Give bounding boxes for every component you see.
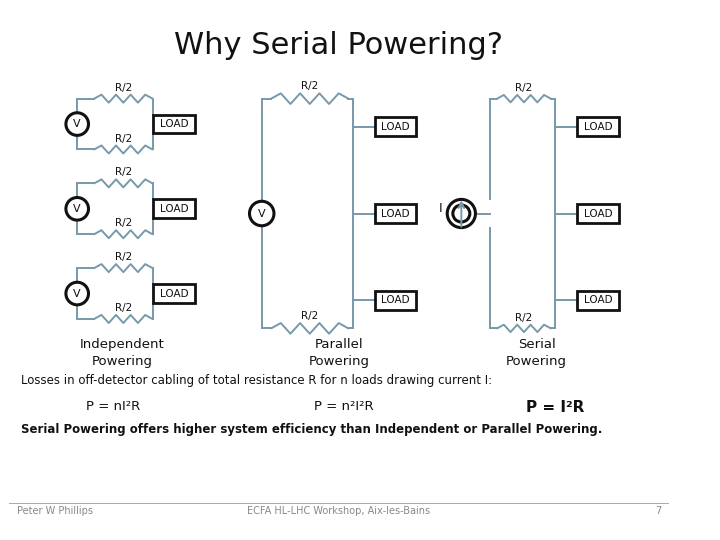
Bar (153, 284, 195, 303)
Text: LOAD: LOAD (160, 204, 189, 214)
Text: LOAD: LOAD (381, 208, 410, 219)
Text: R/2: R/2 (114, 252, 132, 262)
Text: V: V (73, 204, 81, 214)
Text: LOAD: LOAD (381, 122, 410, 132)
Bar (153, 114, 195, 133)
Text: R/2: R/2 (516, 313, 533, 323)
Bar (577, 118, 618, 136)
Bar (577, 291, 618, 309)
Text: LOAD: LOAD (583, 122, 612, 132)
Text: R/2: R/2 (516, 83, 533, 93)
Text: R/2: R/2 (114, 83, 132, 93)
Circle shape (66, 113, 89, 136)
Text: LOAD: LOAD (583, 295, 612, 305)
Text: V: V (258, 208, 266, 219)
Circle shape (453, 205, 470, 222)
Text: LOAD: LOAD (381, 295, 410, 305)
Text: LOAD: LOAD (160, 119, 189, 129)
Text: Serial
Powering: Serial Powering (506, 338, 567, 368)
Text: Why Serial Powering?: Why Serial Powering? (174, 31, 503, 60)
Text: R/2: R/2 (114, 218, 132, 228)
Text: R/2: R/2 (114, 303, 132, 313)
Text: R/2: R/2 (301, 82, 318, 91)
Text: 7: 7 (654, 506, 661, 516)
Text: ECFA HL-LHC Workshop, Aix-les-Bains: ECFA HL-LHC Workshop, Aix-les-Bains (248, 506, 431, 516)
Bar (374, 204, 416, 223)
Text: Parallel
Powering: Parallel Powering (308, 338, 369, 368)
Bar (577, 204, 618, 223)
Text: Peter W Phillips: Peter W Phillips (17, 506, 93, 516)
Text: P = n²I²R: P = n²I²R (314, 400, 374, 413)
Text: R/2: R/2 (114, 133, 132, 144)
Text: Losses in off-detector cabling of total resistance R for n loads drawing current: Losses in off-detector cabling of total … (21, 374, 492, 387)
Bar (374, 118, 416, 136)
Text: P = nI²R: P = nI²R (86, 400, 140, 413)
Circle shape (447, 199, 475, 228)
Circle shape (250, 201, 274, 226)
Circle shape (66, 198, 89, 220)
Circle shape (66, 282, 89, 305)
Text: LOAD: LOAD (160, 288, 189, 299)
Text: R/2: R/2 (301, 311, 318, 321)
Bar (374, 291, 416, 309)
Text: Serial Powering offers higher system efficiency than Independent or Parallel Pow: Serial Powering offers higher system eff… (21, 422, 602, 436)
Text: P = I²R: P = I²R (526, 400, 585, 415)
Text: I: I (438, 202, 442, 215)
Text: R/2: R/2 (114, 167, 132, 178)
Text: LOAD: LOAD (583, 208, 612, 219)
Bar (153, 199, 195, 218)
Text: V: V (73, 119, 81, 129)
Text: Independent
Powering: Independent Powering (80, 338, 165, 368)
Text: V: V (73, 288, 81, 299)
